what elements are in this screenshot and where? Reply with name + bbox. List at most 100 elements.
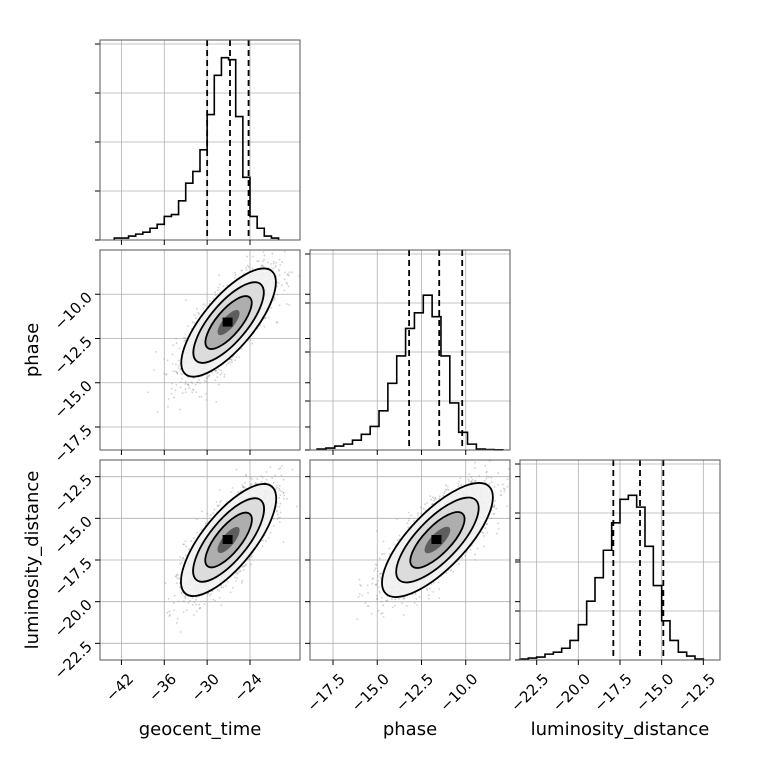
scatter-point: [170, 387, 173, 390]
scatter-point: [265, 471, 268, 473]
scatter-point: [179, 373, 182, 375]
scatter-point: [438, 497, 441, 500]
scatter-point: [394, 598, 397, 601]
scatter-point: [234, 272, 236, 274]
scatter-point: [211, 371, 214, 374]
scatter-point: [261, 545, 264, 548]
scatter-point: [217, 286, 220, 289]
scatter-point: [256, 260, 258, 263]
scatter-point: [205, 393, 207, 395]
scatter-point: [432, 581, 435, 584]
scatter-point: [262, 245, 264, 247]
scatter-point: [235, 468, 238, 471]
scatter-point: [407, 511, 410, 514]
scatter-point: [181, 377, 183, 380]
scatter-point: [163, 372, 166, 375]
scatter-point: [167, 405, 169, 408]
scatter-point: [270, 306, 273, 309]
scatter-point: [218, 589, 221, 592]
scatter-point: [234, 274, 237, 276]
scatter-point: [490, 481, 493, 484]
scatter-point: [237, 491, 239, 494]
scatter-point: [238, 356, 241, 359]
scatter-point: [186, 383, 189, 386]
scatter-point: [193, 314, 196, 317]
scatter-point: [192, 388, 195, 391]
scatter-point: [179, 368, 182, 371]
scatter-point: [184, 339, 187, 341]
scatter-point: [183, 600, 185, 603]
scatter-point: [261, 265, 263, 267]
scatter-point: [379, 572, 382, 575]
scatter-point: [185, 609, 188, 612]
scatter-point: [185, 545, 188, 548]
scatter-point: [278, 304, 281, 307]
scatter-point: [216, 504, 219, 507]
y-tick-label: −17.5: [51, 554, 96, 599]
scatter-point: [280, 465, 283, 467]
scatter-point: [254, 481, 257, 484]
scatter-point: [153, 369, 155, 371]
scatter-point: [279, 263, 282, 266]
scatter-point: [181, 392, 184, 395]
scatter-point: [267, 537, 270, 539]
scatter-point: [272, 524, 275, 527]
scatter-point: [470, 481, 473, 484]
scatter-point: [291, 468, 294, 471]
scatter-point: [247, 266, 250, 268]
scatter-point: [277, 517, 280, 519]
scatter-point: [261, 260, 264, 263]
scatter-point: [470, 476, 473, 479]
scatter-point: [256, 478, 259, 480]
scatter-point: [180, 592, 183, 594]
scatter-point: [276, 510, 278, 513]
scatter-point: [219, 501, 221, 504]
scatter-point: [166, 359, 169, 362]
scatter-point: [359, 583, 362, 586]
scatter-point: [220, 499, 222, 502]
scatter-point: [184, 594, 187, 597]
scatter-point: [175, 622, 178, 624]
scatter-point: [276, 486, 279, 489]
scatter-point: [230, 358, 233, 361]
scatter-point: [180, 591, 183, 594]
scatter-point: [277, 268, 280, 271]
scatter-point: [222, 586, 225, 589]
scatter-point: [402, 598, 405, 600]
scatter-point: [227, 362, 230, 365]
scatter-point: [241, 565, 244, 568]
y-tick-label: −12.5: [51, 471, 96, 516]
scatter-point: [245, 563, 247, 566]
scatter-point: [180, 381, 182, 383]
scatter-point: [168, 610, 171, 613]
scatter-point: [174, 575, 177, 578]
scatter-point: [192, 614, 195, 616]
scatter-point: [279, 502, 282, 505]
scatter-point: [239, 570, 242, 573]
scatter-point: [195, 307, 198, 310]
scatter-point: [202, 307, 205, 310]
scatter-point: [179, 386, 182, 389]
scatter-point: [248, 558, 251, 561]
scatter-point: [422, 507, 425, 510]
scatter-point: [208, 374, 211, 377]
scatter-point: [279, 489, 281, 492]
scatter-point: [281, 261, 284, 263]
scatter-point: [216, 289, 219, 292]
scatter-point: [245, 474, 247, 477]
scatter-point: [205, 380, 208, 383]
scatter-point: [276, 518, 279, 521]
scatter-point: [278, 455, 280, 457]
scatter-point: [276, 321, 279, 324]
scatter-point: [220, 604, 223, 607]
scatter-point: [506, 485, 509, 488]
scatter-point: [276, 293, 279, 296]
scatter-point: [250, 483, 253, 485]
scatter-point: [205, 399, 208, 401]
scatter-point: [190, 381, 193, 384]
histogram-step: [316, 294, 504, 451]
scatter-point: [246, 255, 248, 258]
scatter-point: [375, 584, 378, 586]
scatter-point: [172, 602, 175, 604]
